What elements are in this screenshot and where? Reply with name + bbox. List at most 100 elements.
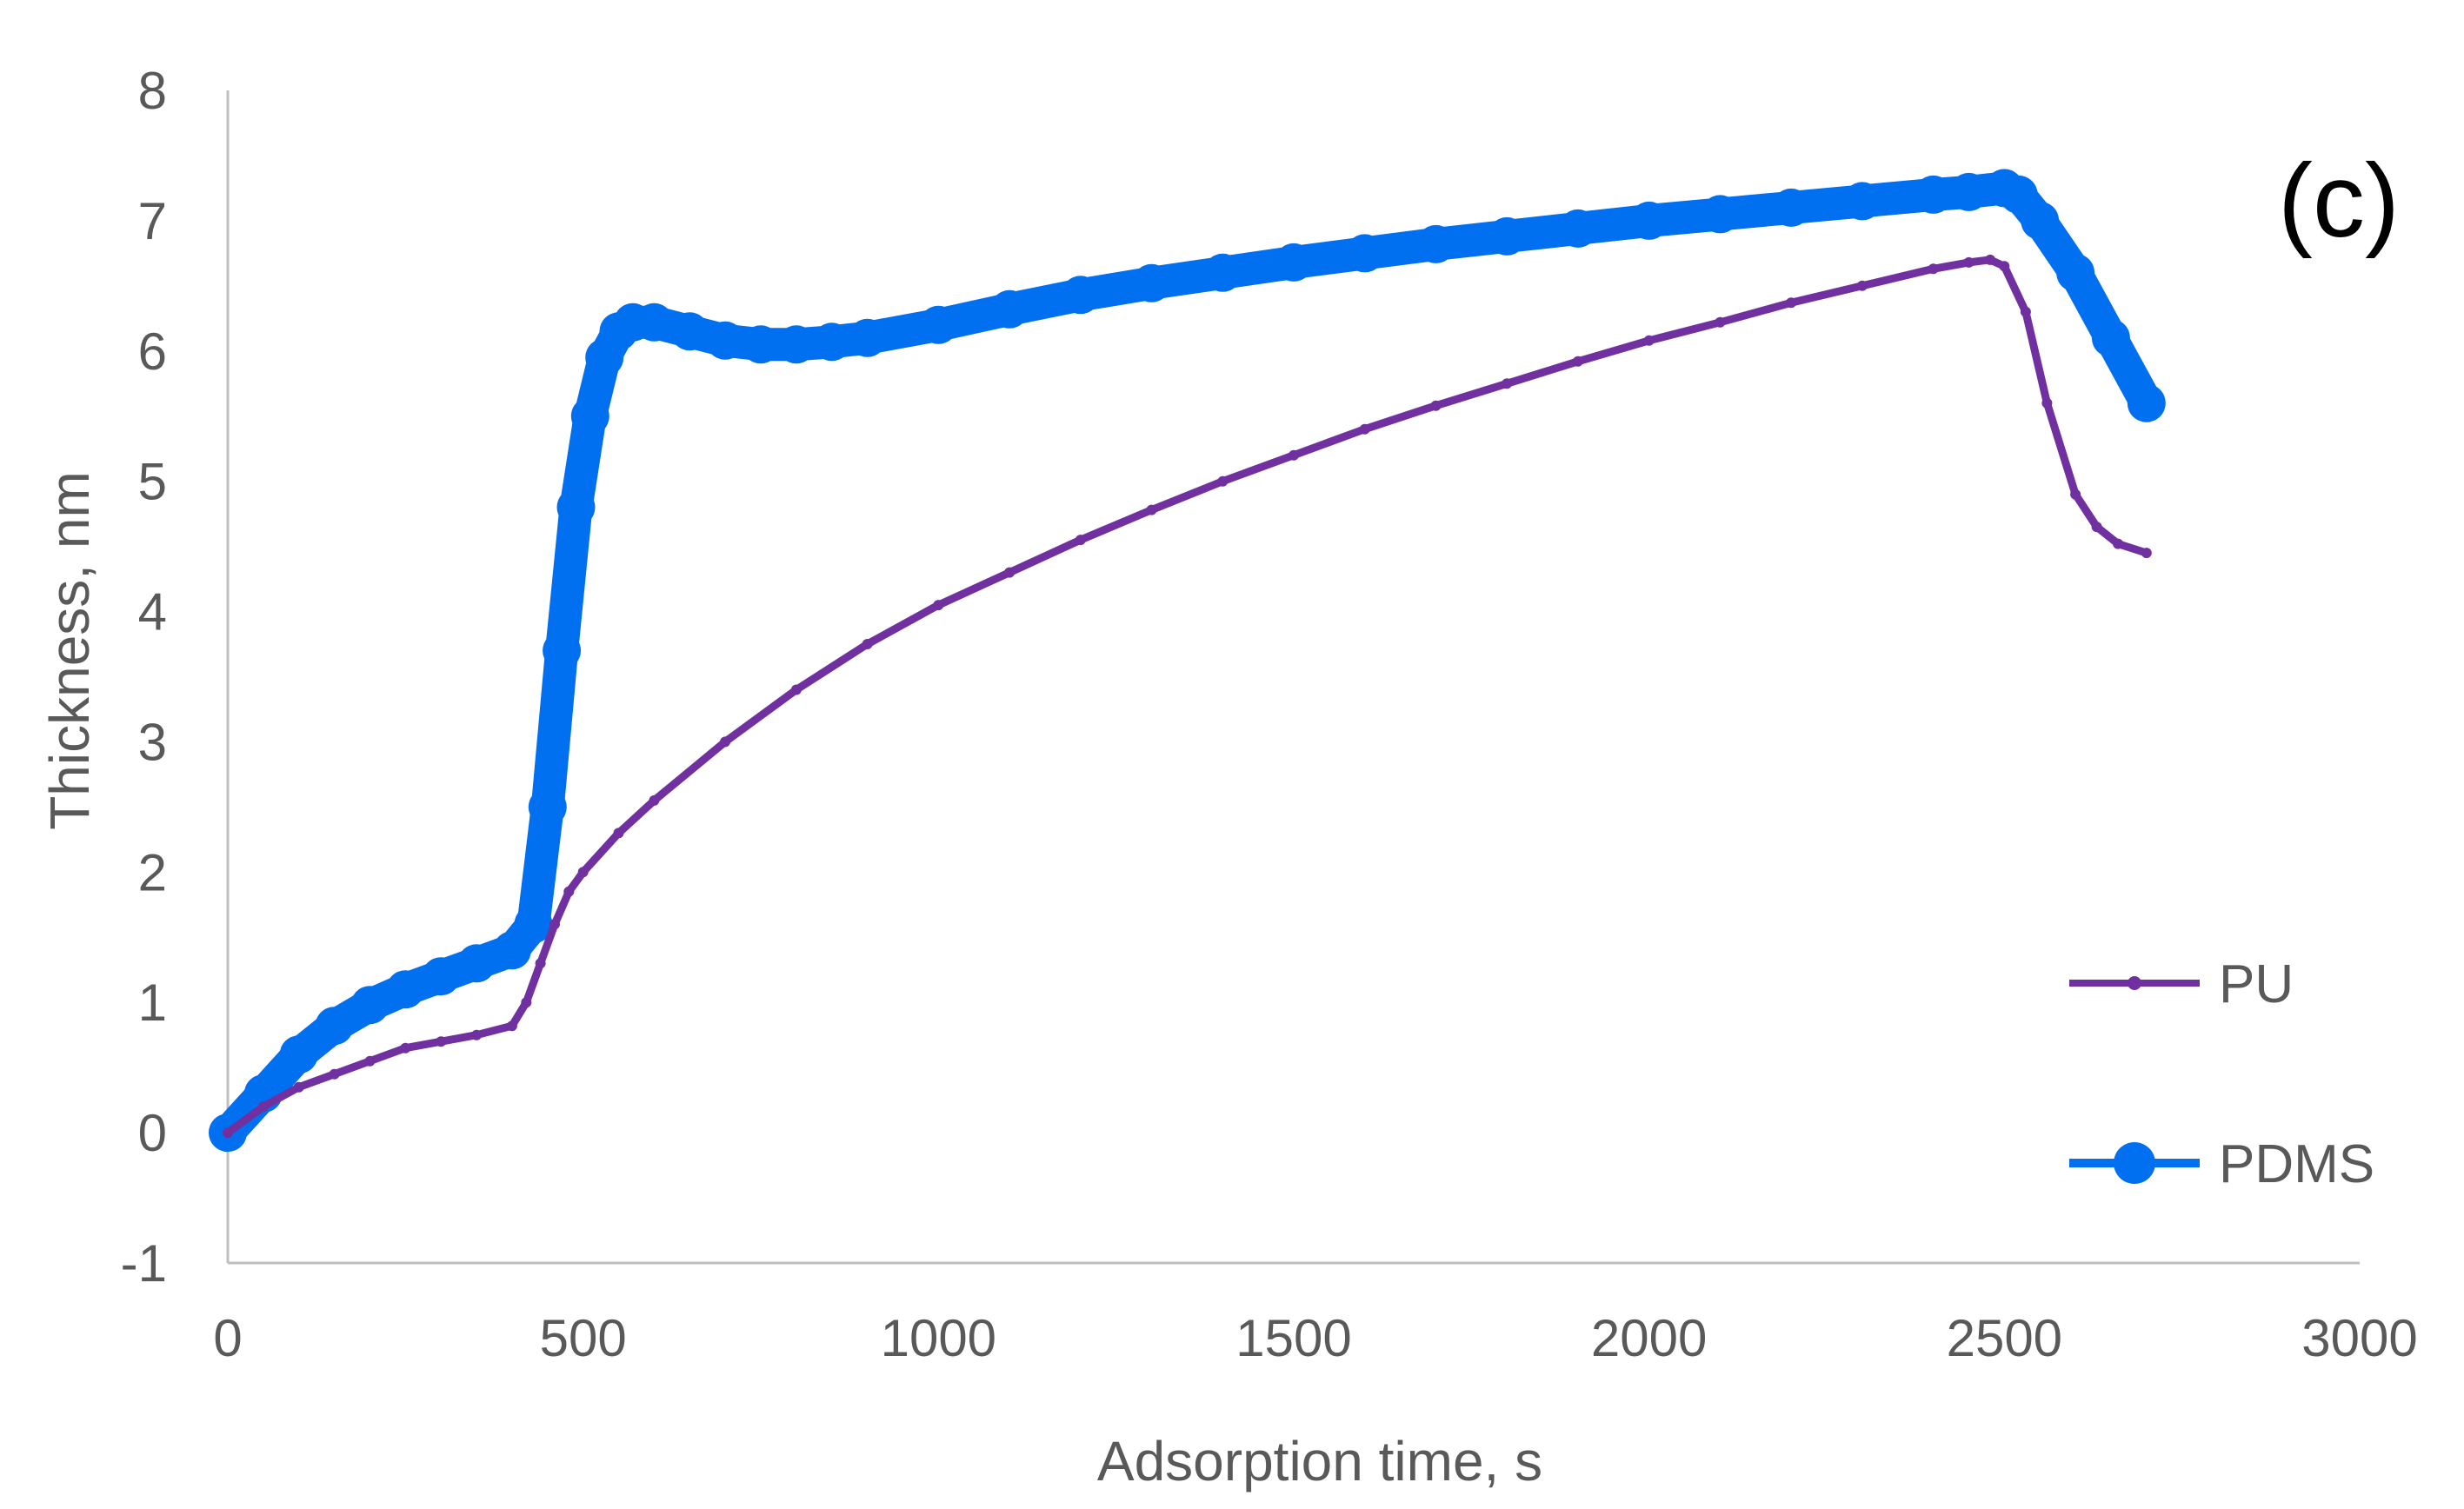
panel-label: (c) (2278, 143, 2400, 259)
data-point (457, 944, 496, 983)
legend-label: PDMS (2219, 1134, 2374, 1194)
legend-item-pdms: PDMS (2069, 1134, 2374, 1194)
legend-item-pu: PU (2069, 954, 2294, 1014)
data-point (1701, 195, 1740, 234)
data-point (2127, 383, 2166, 422)
data-point (1359, 423, 1370, 435)
data-point (670, 312, 709, 351)
data-point (2041, 397, 2053, 409)
x-tick-label: 3000 (2301, 1309, 2417, 1367)
data-point (1914, 175, 1953, 214)
data-point (1842, 182, 1881, 221)
data-point (1558, 209, 1597, 248)
data-point (1430, 400, 1442, 411)
data-point (812, 322, 851, 362)
data-point (2056, 253, 2095, 292)
y-tick-label: 6 (138, 322, 167, 381)
series-layer (209, 169, 2166, 1153)
data-point (563, 886, 575, 897)
series-line-pdms (211, 171, 2163, 1150)
data-point (492, 931, 531, 970)
data-point (400, 1042, 411, 1054)
data-point (223, 1127, 233, 1139)
data-point (2021, 201, 2060, 240)
data-point (1949, 172, 1988, 211)
data-point (422, 957, 461, 996)
x-tick-label: 0 (213, 1309, 242, 1367)
data-point (742, 325, 780, 364)
data-point (1629, 201, 1668, 240)
x-tick-label: 2500 (1947, 1309, 2062, 1367)
data-point (1345, 234, 1384, 273)
y-tick-label: 1 (138, 974, 167, 1032)
data-point (329, 1068, 340, 1080)
data-point (1146, 504, 1157, 515)
data-point (528, 788, 567, 827)
data-point (635, 302, 674, 342)
data-point (1061, 276, 1100, 315)
data-point (315, 1007, 354, 1046)
data-point (1217, 475, 1229, 487)
data-point (2070, 489, 2081, 500)
series-pdms (209, 169, 2166, 1153)
y-tick-label: 3 (138, 713, 167, 771)
data-point (471, 1029, 483, 1040)
data-point (386, 970, 425, 1009)
x-tick-label: 500 (540, 1309, 627, 1367)
data-point (720, 736, 731, 748)
data-point (848, 318, 887, 357)
data-point (257, 1101, 269, 1113)
data-point (1203, 253, 1242, 292)
data-point (543, 631, 582, 670)
data-point (2020, 306, 2031, 317)
data-point (2091, 522, 2102, 533)
data-point (613, 828, 624, 839)
data-point (1999, 261, 2010, 272)
data-point (279, 1035, 318, 1074)
data-point (514, 905, 553, 944)
y-tick-label: 5 (138, 453, 167, 511)
data-point (862, 639, 873, 649)
data-point (1075, 535, 1086, 546)
y-tick-label: 7 (138, 192, 167, 250)
data-point (1289, 449, 1299, 461)
x-tick-label: 1000 (881, 1309, 996, 1367)
data-point (570, 396, 609, 435)
data-point (1963, 256, 1975, 268)
data-point (577, 867, 589, 878)
data-point (506, 1020, 517, 1032)
y-tick-label: 0 (138, 1104, 167, 1162)
data-point (535, 958, 546, 969)
data-point (1275, 243, 1313, 282)
data-point (776, 325, 816, 364)
y-axis-title: Thickness, nm (38, 471, 101, 830)
y-tick-label: 2 (138, 843, 167, 901)
data-point (1132, 263, 1171, 302)
y-tick-label: 4 (138, 583, 167, 641)
data-point (706, 321, 745, 360)
x-tick-label: 2000 (1591, 1309, 1707, 1367)
legend-swatch-marker (2114, 1142, 2155, 1184)
data-point (1786, 297, 1797, 309)
data-point (2113, 538, 2124, 549)
y-tick-label: -1 (121, 1234, 167, 1293)
data-point (1004, 567, 1016, 578)
data-point (1643, 335, 1655, 346)
legend-label: PU (2219, 954, 2294, 1014)
data-point (1856, 280, 1868, 291)
data-point (521, 997, 532, 1008)
data-point (1715, 316, 1726, 328)
data-point (990, 289, 1029, 329)
data-point (790, 684, 802, 695)
series-line-pu (223, 256, 2151, 1137)
data-point (1985, 254, 1995, 265)
data-point (350, 986, 390, 1025)
data-point (1488, 216, 1527, 256)
data-point (2091, 318, 2130, 357)
data-point (919, 305, 958, 344)
data-point (1772, 188, 1811, 227)
x-tick-label: 1500 (1235, 1309, 1351, 1367)
x-axis-title: Adsorption time, s (1097, 1430, 1542, 1492)
